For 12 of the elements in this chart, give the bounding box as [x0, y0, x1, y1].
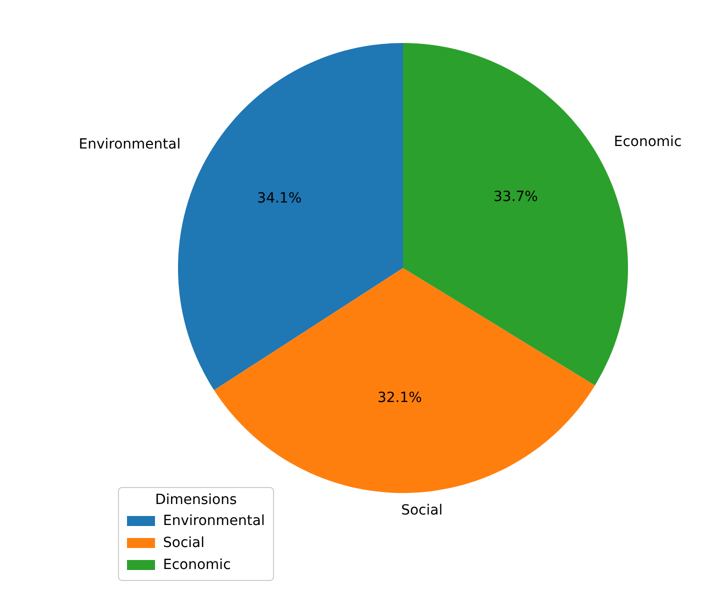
data-label: 32.1% [377, 390, 422, 406]
legend-label: Economic [163, 557, 231, 573]
data-label: 33.7% [494, 188, 538, 205]
pie-slice [178, 43, 403, 390]
slice-label: Social [401, 502, 443, 518]
pie-slice [214, 268, 595, 493]
data-label: 34.1% [257, 190, 302, 206]
legend-title: Dimensions [154, 492, 238, 508]
legend-label: Environmental [163, 513, 265, 529]
legend-label: Social [163, 535, 205, 551]
slice-label: Economic [614, 134, 682, 150]
slice-label: Environmental [78, 136, 181, 153]
